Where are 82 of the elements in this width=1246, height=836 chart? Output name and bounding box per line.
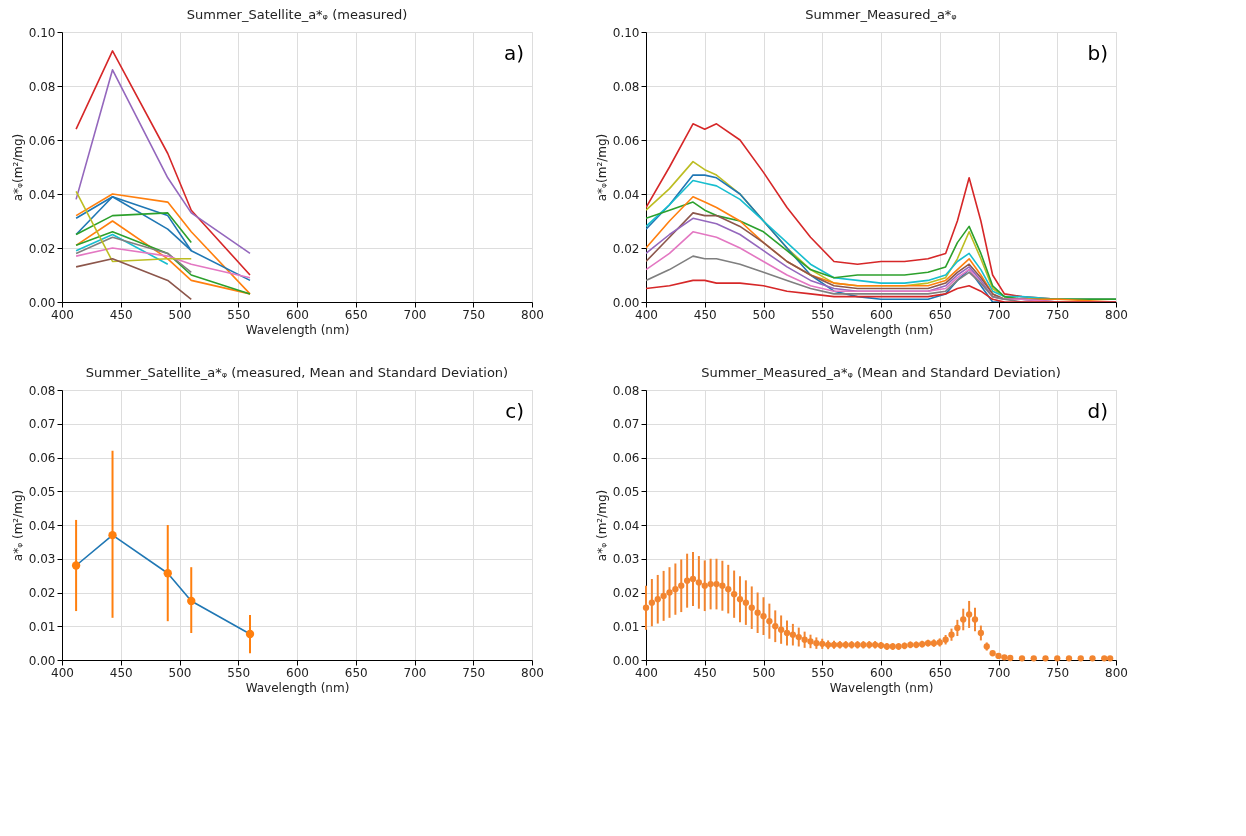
x-tick-label: 650: [928, 307, 952, 322]
x-tick-label: 750: [462, 307, 486, 322]
y-tick-label: 0.07: [612, 417, 640, 432]
x-tick-label: 450: [109, 665, 133, 680]
y-tick-label: 0.08: [612, 383, 640, 398]
y-tick-label: 0.10: [612, 25, 640, 40]
x-tick-label: 750: [462, 665, 486, 680]
x-tick-label: 800: [521, 665, 544, 680]
x-tick-label: 800: [521, 307, 544, 322]
y-tick-label: 0.07: [28, 417, 56, 432]
chart-title: Summer_Satellite_a*ᵩ (measured, Mean and Standard Deviation): [85, 365, 509, 380]
y-axis-title: a*ᵩ (m²/mg): [10, 489, 25, 562]
chart-title: Summer_Measured_a*ᵩ (Mean and Standard Deviation): [701, 365, 1061, 380]
annotation: c): [505, 399, 524, 423]
y-axis-title: a*ᵩ (m²/mg): [594, 489, 609, 562]
y-tick-label: 0.02: [28, 241, 56, 256]
y-tick-label: 0.04: [612, 187, 640, 202]
y-tick-label: 0.05: [28, 484, 56, 499]
y-axis-title: a*ᵩ(m²/mg): [10, 133, 25, 202]
y-tick-label: 0.05: [612, 484, 640, 499]
x-axis-title: Wavelength (nm): [245, 322, 350, 337]
x-axis-title: Wavelength (nm): [245, 680, 350, 695]
y-tick-label: 0.00: [28, 295, 56, 310]
annotation: a): [503, 41, 524, 65]
y-tick-label: 0.03: [612, 552, 640, 567]
x-tick-label: 800: [1105, 665, 1128, 680]
chart-title: Summer_Measured_a*ᵩ: [805, 7, 957, 22]
y-tick-label: 0.03: [28, 552, 56, 567]
x-tick-label: 400: [635, 665, 658, 680]
x-tick-label: 550: [227, 665, 251, 680]
y-tick-label: 0.10: [28, 25, 56, 40]
x-tick-label: 700: [987, 307, 1011, 322]
y-tick-label: 0.02: [612, 241, 640, 256]
x-tick-label: 650: [928, 665, 952, 680]
x-tick-label: 500: [168, 665, 192, 680]
y-tick-label: 0.08: [612, 79, 640, 94]
x-tick-label: 800: [1105, 307, 1128, 322]
x-tick-label: 400: [51, 665, 74, 680]
y-tick-label: 0.02: [612, 586, 640, 600]
y-tick-label: 0.00: [28, 653, 56, 668]
x-tick-label: 450: [693, 307, 717, 322]
x-tick-label: 600: [870, 665, 893, 680]
y-tick-label: 0.06: [612, 451, 640, 465]
y-tick-label: 0.04: [28, 518, 56, 533]
x-tick-label: 650: [344, 665, 368, 680]
x-tick-label: 700: [403, 307, 427, 322]
y-tick-label: 0.08: [28, 383, 56, 398]
x-tick-label: 400: [635, 307, 658, 322]
y-tick-label: 0.06: [612, 133, 640, 148]
x-tick-label: 650: [344, 307, 368, 322]
y-tick-label: 0.06: [28, 451, 56, 465]
x-axis-title: Wavelength (nm): [829, 322, 934, 337]
x-tick-label: 400: [51, 307, 74, 322]
x-tick-label: 450: [693, 665, 717, 680]
y-tick-label: 0.06: [28, 133, 56, 148]
x-tick-label: 700: [987, 665, 1011, 680]
annotation: d): [1087, 399, 1108, 423]
x-tick-label: 700: [403, 665, 427, 680]
x-tick-label: 550: [227, 307, 251, 322]
y-tick-label: 0.00: [612, 653, 640, 668]
x-tick-label: 600: [870, 307, 893, 322]
x-axis-title: Wavelength (nm): [829, 680, 934, 695]
y-tick-label: 0.08: [28, 79, 56, 94]
x-tick-label: 450: [109, 307, 133, 322]
annotation: b): [1087, 41, 1108, 65]
y-tick-label: 0.01: [612, 619, 640, 634]
x-tick-label: 750: [1046, 665, 1070, 680]
x-tick-label: 500: [752, 665, 776, 680]
y-tick-label: 0.02: [28, 586, 56, 600]
y-tick-label: 0.01: [28, 619, 56, 634]
x-tick-label: 550: [811, 665, 835, 680]
x-tick-label: 500: [752, 307, 776, 322]
x-tick-label: 600: [286, 665, 309, 680]
y-tick-label: 0.00: [612, 295, 640, 310]
x-tick-label: 750: [1046, 307, 1070, 322]
x-tick-label: 500: [168, 307, 192, 322]
y-axis-title: a*ᵩ(m²/mg): [594, 133, 609, 202]
y-tick-label: 0.04: [28, 187, 56, 202]
chart-title: Summer_Satellite_a*ᵩ (measured): [186, 7, 408, 22]
x-tick-label: 600: [286, 307, 309, 322]
y-tick-label: 0.04: [612, 518, 640, 533]
x-tick-label: 550: [811, 307, 835, 322]
